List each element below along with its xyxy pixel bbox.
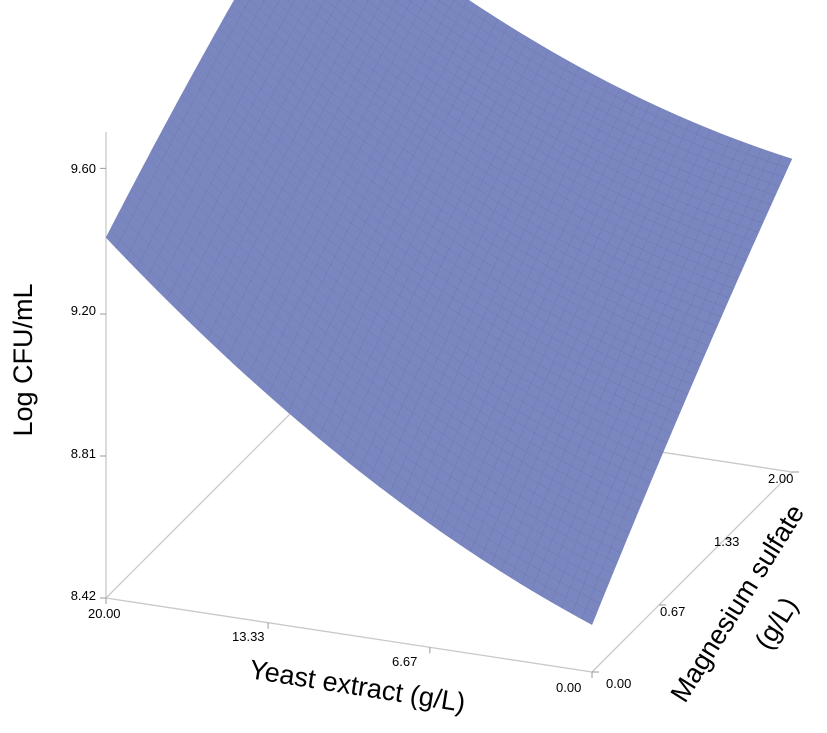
floor-back-edge <box>105 397 307 599</box>
x-tick-label: 13.33 <box>232 629 265 644</box>
x-axis-title: Yeast extract (g/L) <box>247 654 467 718</box>
y-axis-line <box>591 471 793 673</box>
x-tick-label: 0.00 <box>556 680 581 695</box>
z-tick-label: 8.81 <box>71 446 96 461</box>
response-surface <box>105 0 793 625</box>
x-tick-label: 6.67 <box>392 654 417 669</box>
z-tick-label: 9.20 <box>71 303 96 318</box>
y-tick-label: 0.67 <box>660 604 685 619</box>
z-axis-title: Log CFU/mL <box>8 283 38 436</box>
y-tick-label: 1.33 <box>714 534 739 549</box>
y-axis-title-units: (g/L) <box>749 592 804 655</box>
x-axis-line <box>105 597 593 673</box>
y-tick-label: 2.00 <box>768 471 793 486</box>
x-tick-label: 20.00 <box>88 606 121 621</box>
z-tick-label: 9.60 <box>71 161 96 176</box>
z-tick-label: 8.42 <box>71 588 96 603</box>
y-tick-label: 0.00 <box>606 676 631 691</box>
surface-facet <box>581 608 597 625</box>
